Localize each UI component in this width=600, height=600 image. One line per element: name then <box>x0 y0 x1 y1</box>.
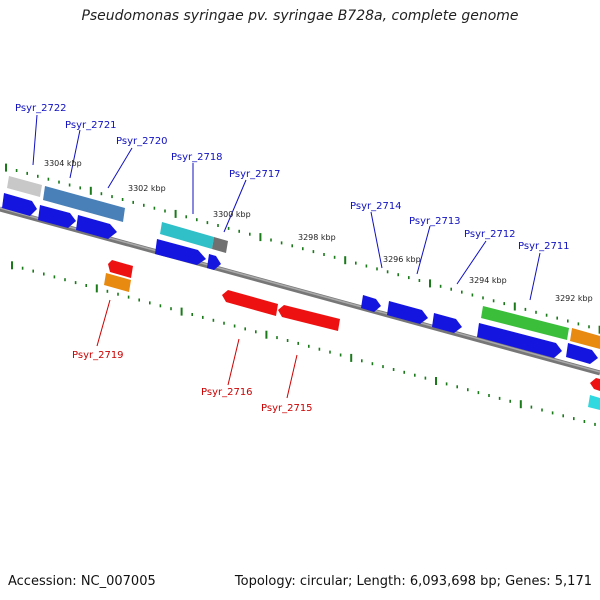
gene-arrow-psyr-2722 <box>2 193 37 216</box>
label-leaders <box>32 114 541 301</box>
gene-arrow-psyr-2719 <box>108 260 133 278</box>
gene-arrow-psyr-2714 <box>361 295 381 312</box>
scale-label: 3304 kbp <box>44 159 82 168</box>
feature-block-cyan <box>160 222 214 249</box>
gene-arrow-psyr-2711 <box>477 323 562 358</box>
gene-arrow-psyr-2716 <box>222 290 278 316</box>
gene-arrow-extra <box>566 343 598 364</box>
scale-label: 3292 kbp <box>555 294 593 303</box>
feature-block-orange <box>570 328 600 349</box>
accession-text: Accession: NC_007005 <box>8 574 156 589</box>
gene-arrow-psyr-2715 <box>278 305 340 331</box>
gene-arrow-psyr-2720 <box>76 215 117 239</box>
gene-arrow-psyr-2713 <box>387 301 428 324</box>
gene-arrow-psyr-2721 <box>38 205 76 228</box>
genome-info-text: Topology: circular; Length: 6,093,698 bp… <box>234 574 592 589</box>
gene-label[interactable]: Psyr_2717 <box>229 169 281 180</box>
gene-label[interactable]: Psyr_2716 <box>201 387 253 398</box>
reverse-genes <box>104 260 600 410</box>
scale-ticks-upper <box>5 163 600 334</box>
gene-label[interactable]: Psyr_2714 <box>350 201 402 212</box>
gene-label[interactable]: Psyr_2719 <box>72 350 124 361</box>
gene-arrow-psyr-2712 <box>432 313 462 333</box>
scale-label: 3294 kbp <box>469 276 507 285</box>
gene-label[interactable]: Psyr_2720 <box>116 136 168 147</box>
scale-ticks-lower <box>11 261 596 426</box>
feature-block-steelblue <box>43 186 125 222</box>
gene-arrow-psyr-2718 <box>155 239 206 265</box>
map-title: Pseudomonas syringae pv. syringae B728a,… <box>81 8 519 24</box>
feature-block-green <box>481 306 569 340</box>
feature-block-gray <box>7 176 42 197</box>
gene-label[interactable]: Psyr_2711 <box>518 241 570 252</box>
gene-label[interactable]: Psyr_2718 <box>171 152 223 163</box>
feature-block-orange-lower <box>104 273 131 292</box>
label-leaders-reverse <box>96 299 298 399</box>
scale-labels: 3304 kbp 3302 kbp 3300 kbp 3298 kbp 3296… <box>44 159 593 303</box>
feature-block-darkgray <box>212 237 228 253</box>
gene-label[interactable]: Psyr_2721 <box>65 120 117 131</box>
gene-arrow-edge <box>590 378 600 391</box>
gene-label[interactable]: Psyr_2722 <box>15 103 67 114</box>
gene-label[interactable]: Psyr_2713 <box>409 216 461 227</box>
feature-block-cyan-lower <box>588 395 600 410</box>
scale-label: 3296 kbp <box>383 255 421 264</box>
gene-labels-forward: Psyr_2722 Psyr_2721 Psyr_2720 Psyr_2718 … <box>15 103 570 252</box>
gene-labels-reverse: Psyr_2719 Psyr_2716 Psyr_2715 <box>72 350 313 414</box>
scale-label: 3300 kbp <box>213 210 251 219</box>
feature-track-upper <box>7 176 600 349</box>
scale-label: 3302 kbp <box>128 184 166 193</box>
gene-label[interactable]: Psyr_2712 <box>464 229 516 240</box>
gene-arrow-psyr-2717 <box>207 254 221 270</box>
forward-genes <box>2 193 598 364</box>
scale-label: 3298 kbp <box>298 233 336 242</box>
gene-label[interactable]: Psyr_2715 <box>261 403 313 414</box>
